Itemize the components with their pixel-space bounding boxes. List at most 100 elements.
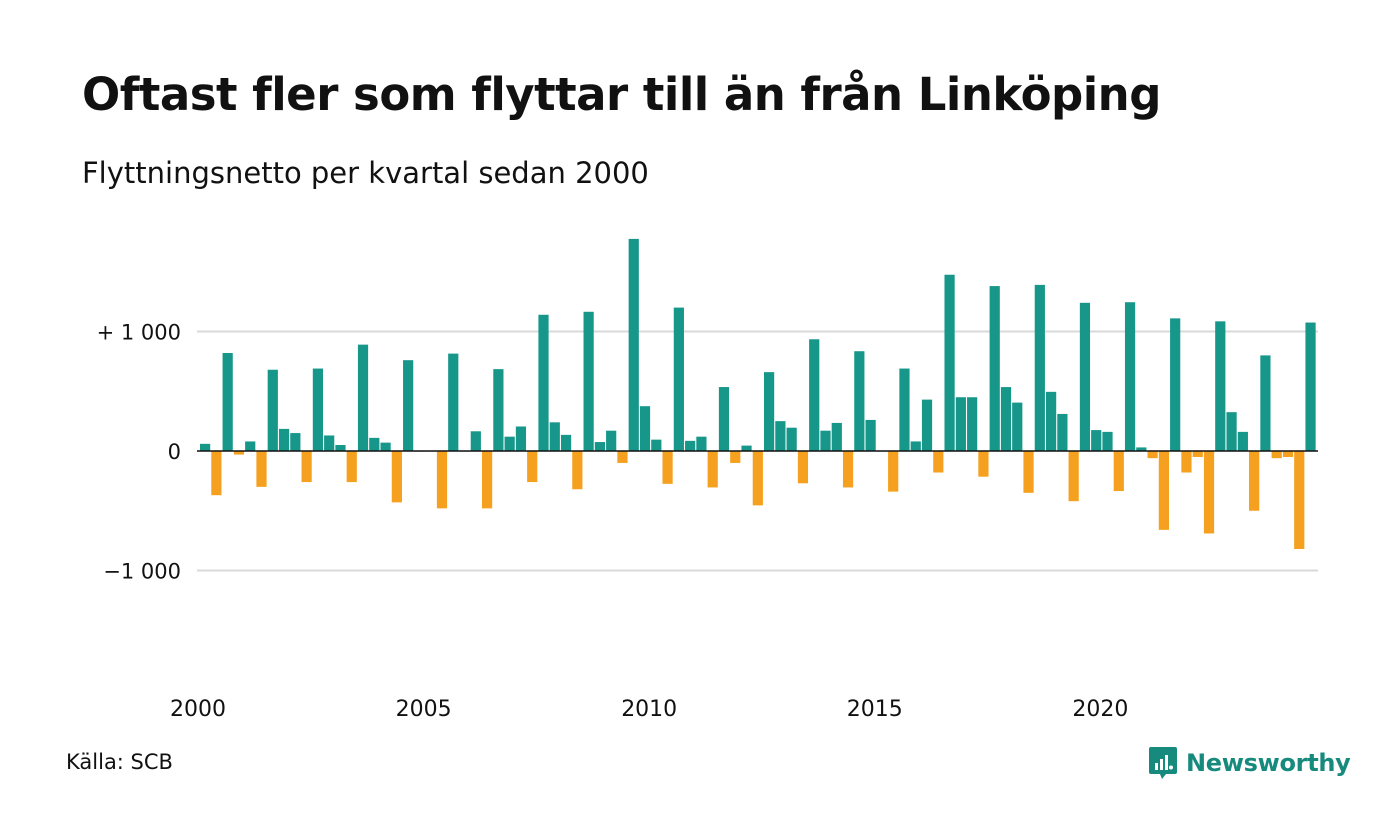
- chart-title: Oftast fler som flyttar till än från Lin…: [82, 68, 1161, 121]
- y-tick-label: 0: [168, 440, 181, 464]
- bar: [527, 451, 538, 483]
- y-tick-label: + 1 000: [97, 321, 181, 345]
- bar: [1237, 431, 1248, 451]
- bar: [865, 419, 876, 451]
- bar: [1113, 451, 1124, 492]
- bar: [403, 360, 414, 451]
- bar: [1294, 451, 1305, 549]
- bar: [1124, 302, 1136, 451]
- bar: [448, 353, 459, 451]
- bar: [1260, 355, 1271, 451]
- bar: [921, 399, 933, 451]
- bar: [1192, 451, 1203, 457]
- x-tick-label: 2015: [847, 697, 903, 722]
- bar: [696, 436, 707, 451]
- bar: [730, 451, 741, 463]
- bar: [1271, 451, 1282, 459]
- bar: [538, 314, 549, 451]
- brand-logo: Newsworthy: [1148, 743, 1351, 783]
- bar: [256, 451, 267, 487]
- bar-chart: + 1 000 0 −1 000 2000 2005 2010 2015 2020: [97, 238, 1318, 722]
- bar: [662, 451, 673, 484]
- bar: [1305, 322, 1316, 451]
- bar: [1091, 430, 1102, 451]
- bar: [572, 451, 583, 490]
- bar: [617, 451, 628, 463]
- bar: [380, 442, 391, 451]
- bar: [673, 307, 684, 451]
- bar: [1147, 451, 1158, 459]
- bar: [752, 451, 763, 506]
- bar: [1226, 412, 1237, 451]
- bar: [549, 422, 560, 451]
- bar: [1057, 413, 1068, 451]
- bar: [888, 451, 899, 492]
- bar: [493, 369, 504, 451]
- bar: [797, 451, 809, 484]
- bar: [245, 441, 256, 451]
- bar: [222, 353, 233, 451]
- bar: [955, 397, 966, 451]
- bar: [391, 451, 402, 503]
- axes: + 1 000 0 −1 000 2000 2005 2010 2015 2020: [97, 321, 1318, 722]
- bar: [1012, 402, 1023, 451]
- bar: [515, 426, 527, 451]
- bar: [436, 451, 448, 509]
- x-tick-label: 2000: [170, 697, 226, 722]
- bar: [764, 372, 775, 451]
- bar: [1203, 451, 1215, 534]
- newsworthy-logo-icon: [1149, 747, 1177, 779]
- bar: [560, 434, 572, 451]
- bar: [1170, 318, 1181, 451]
- bar: [854, 351, 865, 451]
- bar: [639, 406, 651, 451]
- bar: [335, 445, 346, 451]
- x-tick-label: 2005: [396, 697, 452, 722]
- bar: [357, 344, 369, 451]
- bar: [842, 451, 854, 488]
- bar: [504, 436, 515, 451]
- source-note: Källa: SCB: [66, 750, 173, 774]
- bars: [200, 238, 1316, 549]
- bar: [910, 441, 921, 451]
- bar: [1023, 451, 1034, 493]
- chart-subtitle: Flyttningsnetto per kvartal sedan 2000: [82, 156, 649, 190]
- bar: [346, 451, 357, 483]
- bar: [1282, 451, 1294, 457]
- bar: [606, 430, 617, 451]
- bar: [312, 368, 323, 451]
- bar: [989, 286, 1000, 451]
- bar: [301, 451, 312, 483]
- bar: [786, 427, 797, 451]
- bar: [1034, 284, 1045, 451]
- bar: [1136, 447, 1147, 451]
- bar: [267, 369, 278, 451]
- bar: [718, 387, 730, 451]
- bar: [482, 451, 493, 509]
- bar: [369, 437, 380, 451]
- bar: [1102, 431, 1113, 451]
- bar: [290, 433, 301, 451]
- bar: [933, 451, 944, 473]
- bar: [594, 442, 605, 451]
- y-tick-label: −1 000: [103, 560, 181, 584]
- bar: [233, 451, 245, 455]
- bar: [1079, 302, 1091, 451]
- bar: [470, 431, 481, 451]
- bar: [1249, 451, 1260, 511]
- bar: [741, 445, 752, 451]
- bar: [1068, 451, 1079, 502]
- bar: [628, 238, 639, 451]
- bar: [1000, 387, 1012, 451]
- x-tick-label: 2020: [1072, 697, 1128, 722]
- bar: [707, 451, 718, 488]
- bar: [899, 368, 910, 451]
- bar: [831, 422, 842, 451]
- bar: [685, 440, 696, 451]
- bar: [211, 451, 222, 496]
- bar: [820, 430, 831, 451]
- bar: [944, 274, 955, 451]
- brand-name: Newsworthy: [1186, 749, 1351, 777]
- bar: [775, 421, 786, 452]
- bar: [978, 451, 989, 477]
